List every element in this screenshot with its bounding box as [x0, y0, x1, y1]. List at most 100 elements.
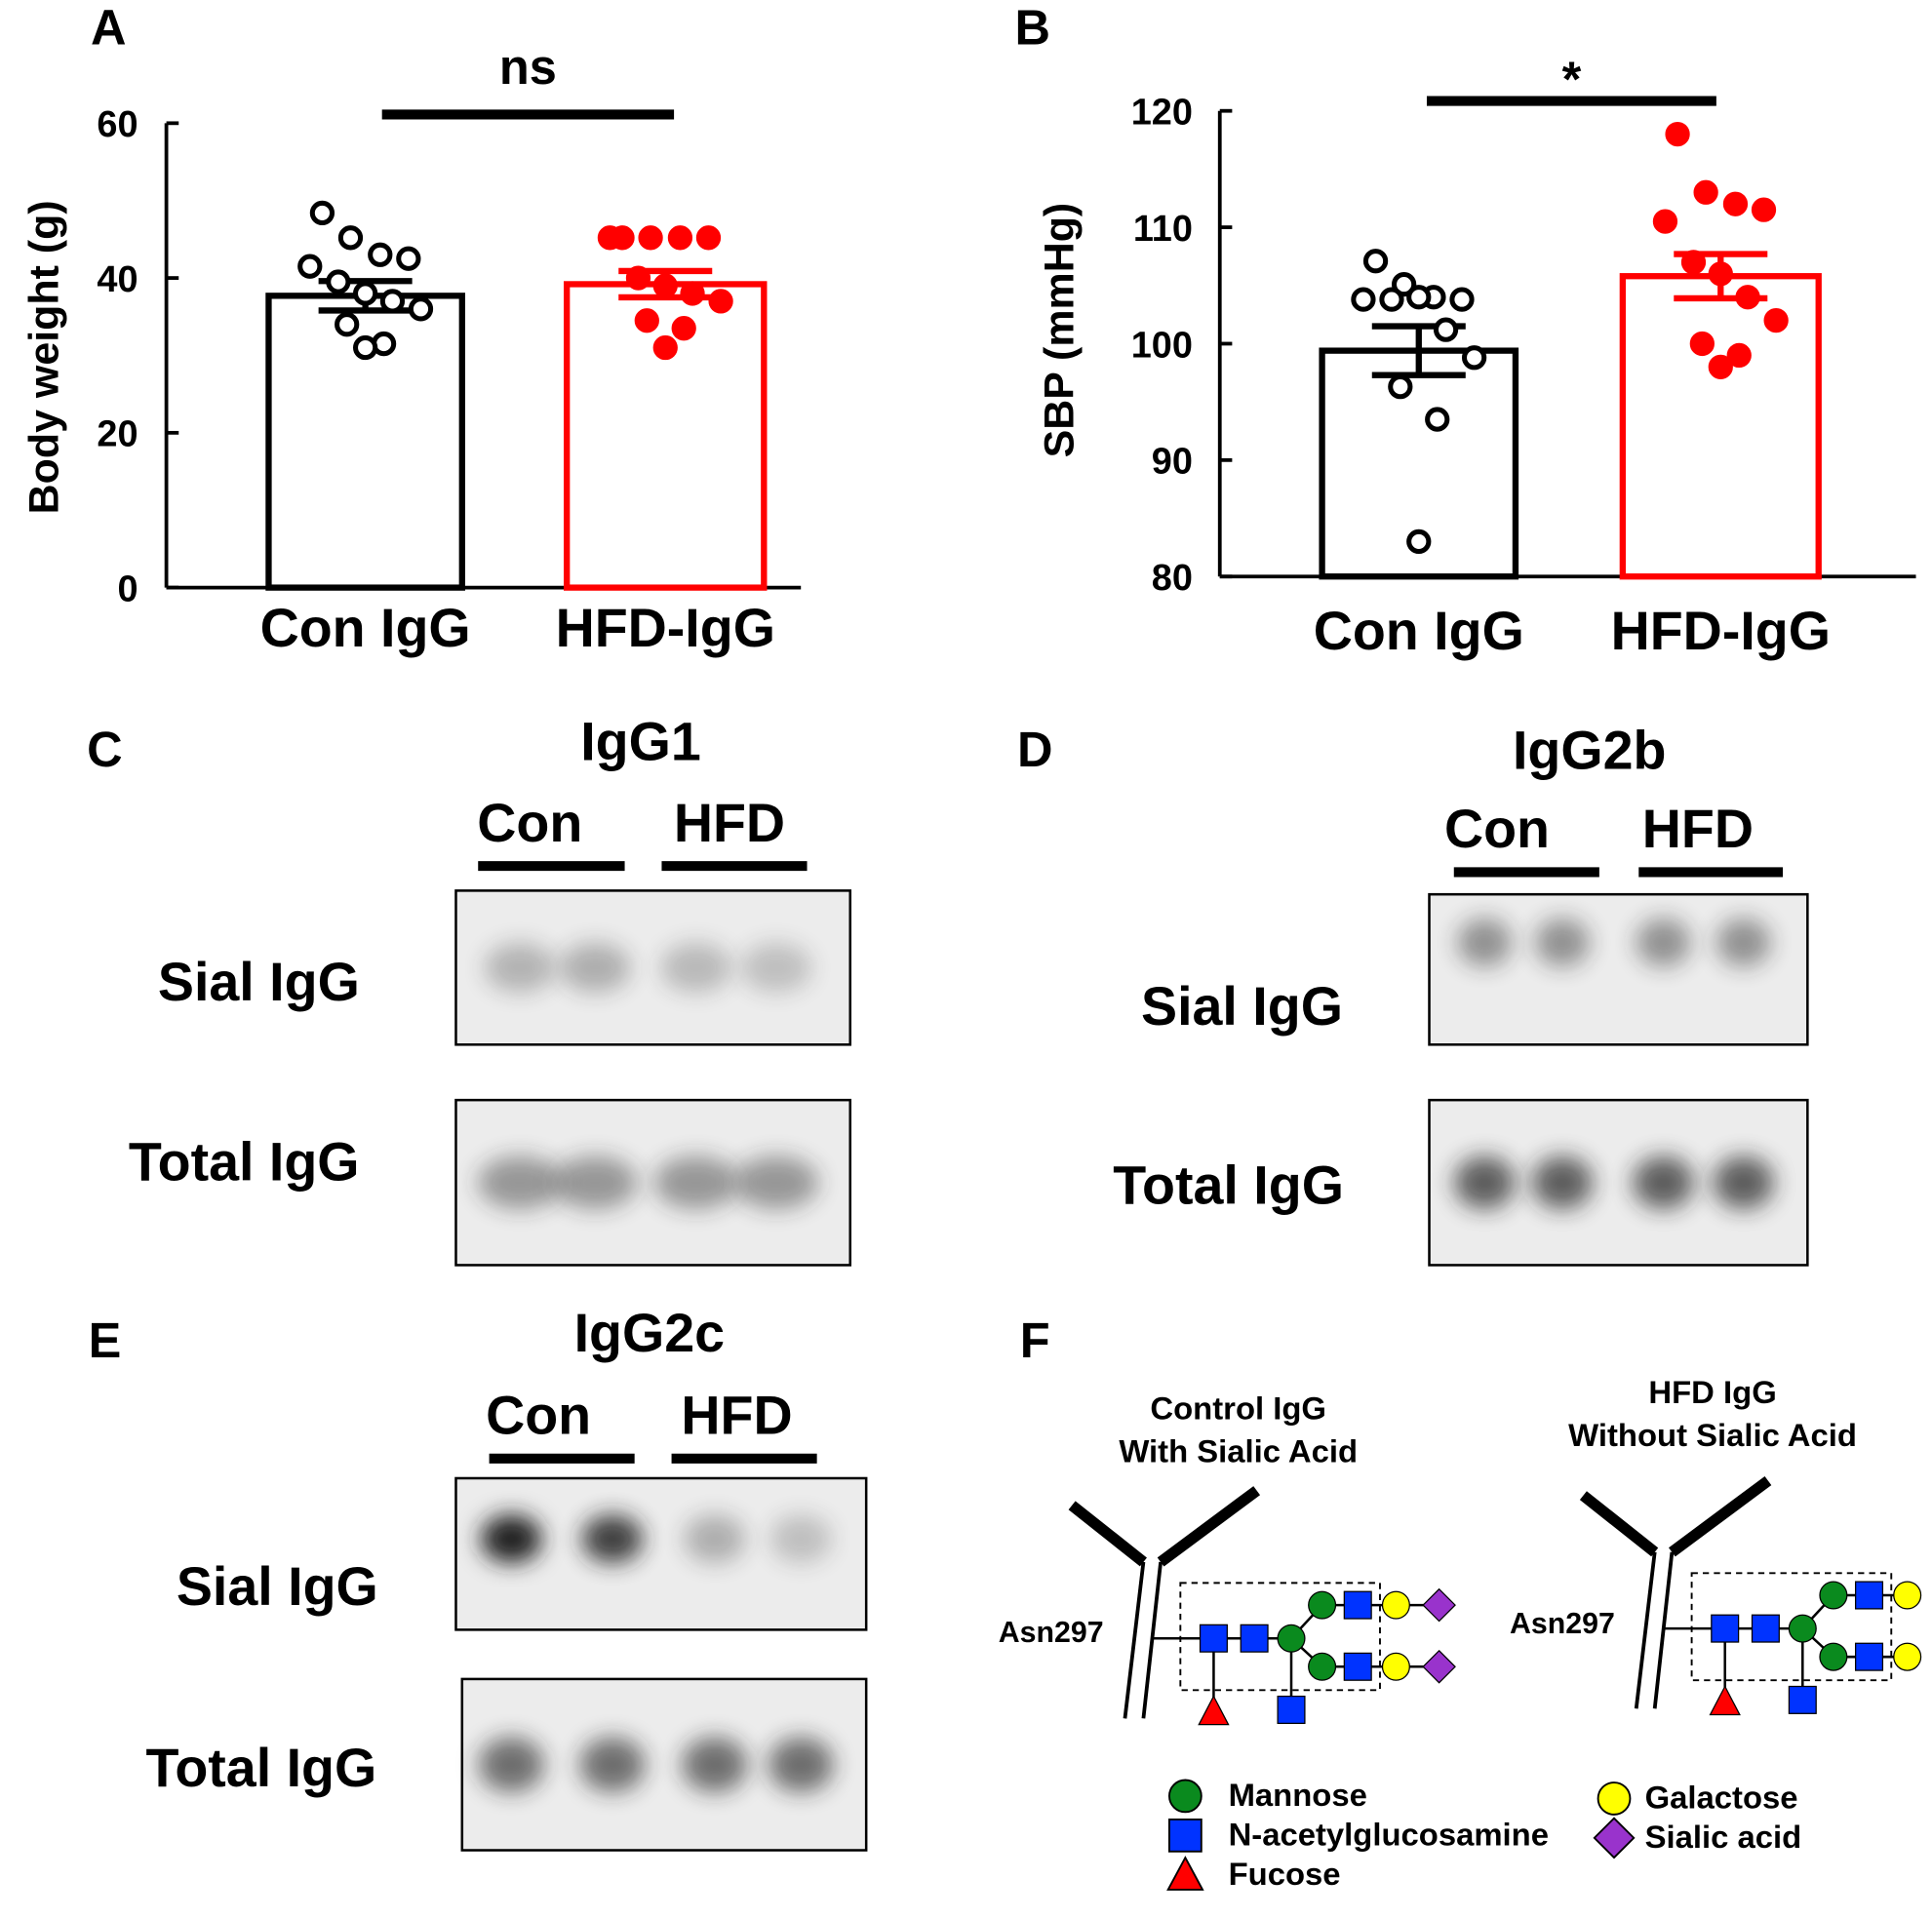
- data-point: [667, 225, 693, 251]
- galactose: [1893, 1642, 1922, 1671]
- blot-band: [1457, 918, 1513, 967]
- significance-label: ns: [499, 39, 557, 95]
- glycan-box: [1179, 1582, 1381, 1692]
- panel-letter: C: [87, 722, 122, 777]
- glcnac: [1854, 1642, 1884, 1671]
- data-point: [1693, 179, 1718, 205]
- link: [1634, 1551, 1657, 1709]
- blot-band: [581, 1514, 644, 1564]
- row-label: Sial IgG: [158, 952, 360, 1012]
- y-axis-label: SBP (mmHg): [1036, 203, 1083, 458]
- data-point: [1735, 285, 1760, 310]
- data-point: [1391, 271, 1417, 297]
- group-label: Con: [486, 1386, 591, 1446]
- group-label: HFD: [681, 1386, 792, 1446]
- diagram-title: With Sialic Acid: [1119, 1433, 1358, 1469]
- data-point: [1763, 307, 1789, 333]
- blot-band: [740, 943, 812, 993]
- mannose: [1788, 1614, 1817, 1643]
- link: [1579, 1491, 1659, 1557]
- data-point: [1726, 342, 1752, 369]
- significance-label: *: [1562, 52, 1582, 107]
- data-point: [652, 273, 678, 298]
- panel-letter: B: [1014, 0, 1049, 55]
- data-point: [1461, 345, 1487, 371]
- blot-band: [485, 943, 556, 993]
- legend-symbol: [1597, 1781, 1632, 1816]
- blot-frame: [454, 1098, 852, 1267]
- link: [1668, 1475, 1772, 1557]
- blot-band: [478, 1737, 544, 1792]
- mannose: [1277, 1624, 1306, 1653]
- data-point: [1680, 250, 1707, 275]
- blot-title: IgG2b: [1513, 720, 1666, 780]
- data-point: [352, 281, 378, 306]
- data-point: [1425, 407, 1450, 432]
- blot-band: [553, 1155, 638, 1209]
- mannose: [1308, 1590, 1337, 1620]
- legend-label: Sialic acid: [1645, 1819, 1802, 1855]
- link: [1068, 1501, 1147, 1567]
- legend-label: N-acetylglucosamine: [1229, 1816, 1549, 1852]
- blot-band: [733, 1155, 819, 1209]
- group-label: HFD: [674, 793, 785, 853]
- y-tick-label: 100: [1131, 325, 1193, 366]
- blot-band: [1715, 918, 1771, 967]
- data-point: [1362, 249, 1389, 274]
- y-tick-label: 90: [1152, 442, 1193, 483]
- glcnac: [1788, 1685, 1817, 1714]
- data-point: [652, 334, 678, 361]
- glcnac: [1277, 1695, 1306, 1725]
- data-point: [337, 225, 364, 251]
- diagram-title: HFD IgG: [1648, 1374, 1776, 1410]
- data-point: [695, 225, 722, 251]
- blot-frame: [1428, 1098, 1809, 1267]
- glcnac: [1343, 1652, 1372, 1681]
- y-tick-label: 80: [1152, 558, 1193, 599]
- x-tick-label: HFD-IgG: [1611, 601, 1831, 661]
- link: [1141, 1561, 1163, 1719]
- legend-label: Mannose: [1229, 1777, 1367, 1813]
- diagram-title: Control IgG: [1150, 1390, 1326, 1426]
- data-point: [1751, 197, 1777, 222]
- data-point: [396, 246, 421, 271]
- blot-band: [653, 1155, 738, 1209]
- blot-band: [682, 1737, 748, 1792]
- fucose: [1709, 1685, 1741, 1716]
- data-point: [708, 289, 733, 314]
- row-label: Total IgG: [1113, 1155, 1344, 1215]
- data-point: [379, 289, 406, 314]
- mannose: [1819, 1581, 1848, 1610]
- bar: [1619, 273, 1822, 580]
- row-label: Sial IgG: [1141, 976, 1343, 1037]
- blot-frame: [1428, 892, 1809, 1046]
- blot-background: [1429, 894, 1808, 1045]
- blot-band: [769, 1514, 832, 1564]
- blot-band: [684, 1514, 746, 1564]
- glcnac: [1343, 1590, 1372, 1620]
- blot-frame: [454, 889, 852, 1046]
- glycan: [1068, 1486, 1456, 1726]
- blot-frame: [460, 1677, 868, 1852]
- data-point: [1708, 261, 1733, 287]
- row-label: Total IgG: [129, 1131, 360, 1192]
- data-point: [638, 225, 663, 251]
- data-point: [1722, 191, 1749, 216]
- y-tick-label: 120: [1131, 93, 1193, 134]
- panel-letter: A: [91, 0, 126, 55]
- blot-band: [1454, 1155, 1516, 1209]
- data-point: [634, 308, 659, 333]
- glycan-box: [1690, 1572, 1893, 1682]
- legend-label: Fucose: [1229, 1856, 1341, 1892]
- y-axis-label: Body weight (g): [20, 200, 67, 514]
- galactose: [1381, 1652, 1410, 1681]
- glcnac: [1240, 1624, 1269, 1653]
- data-point: [1406, 528, 1432, 555]
- group-label: Con: [477, 793, 582, 853]
- data-point: [408, 296, 434, 322]
- blot-band: [478, 1155, 563, 1209]
- legend-symbol: [1168, 1779, 1203, 1814]
- bar: [564, 281, 768, 591]
- y-tick-label: 40: [97, 259, 138, 300]
- data-point: [352, 334, 378, 361]
